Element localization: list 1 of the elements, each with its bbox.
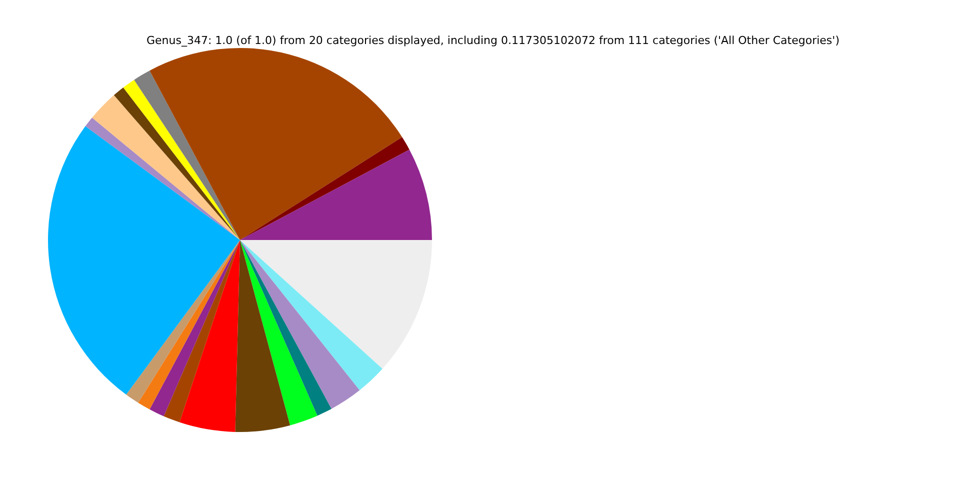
text: Genus_347: 1.0 (of 1.0) from 20 categories displayed, including 0.117305102072 from 111 categories ('All Other Categories') xyxy=(146,34,840,47)
